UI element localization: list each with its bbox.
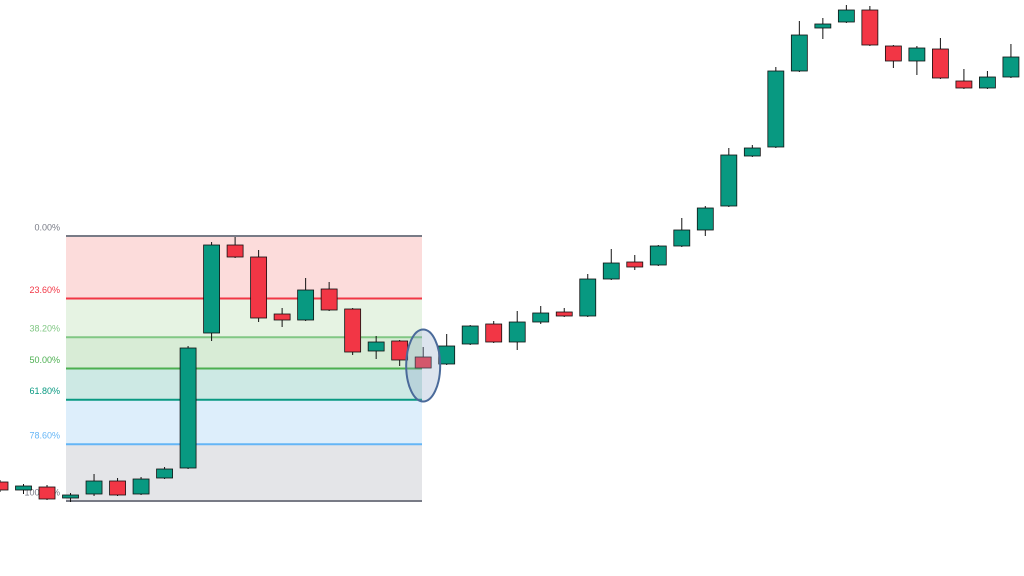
fib-band	[66, 399, 422, 445]
candle-body	[15, 485, 32, 491]
candle-body	[743, 147, 761, 157]
candle-body	[837, 9, 855, 23]
candle-body	[273, 313, 291, 321]
highlight-ellipse	[405, 328, 442, 403]
candle-body	[626, 261, 644, 268]
candle-body	[391, 340, 409, 361]
candle-body	[461, 325, 479, 345]
candle-body	[673, 229, 691, 247]
candle-body	[226, 244, 244, 258]
candle-body	[908, 47, 926, 62]
candle-body	[861, 9, 879, 46]
candle-body	[649, 245, 667, 266]
candle-body	[297, 289, 315, 321]
fib-label: 78.60%	[29, 431, 60, 441]
fib-band	[66, 337, 422, 369]
candle-body	[485, 323, 503, 343]
candle-body	[414, 356, 432, 369]
candle-body	[438, 345, 456, 365]
candle-body	[814, 23, 832, 29]
candle-body	[250, 256, 268, 319]
candle-body	[955, 80, 973, 89]
candle-body	[790, 34, 808, 72]
fib-label: 0.00%	[34, 222, 60, 232]
candle-body	[1002, 56, 1020, 78]
candle-body	[62, 494, 79, 499]
candle-body	[932, 48, 949, 79]
fib-band	[66, 298, 422, 338]
candle-body	[555, 311, 573, 317]
candle-body	[508, 321, 526, 343]
candle-body	[979, 76, 996, 89]
fib-label: 23.60%	[29, 285, 60, 295]
candle-body	[85, 480, 103, 495]
candle-body	[320, 288, 338, 311]
fib-label: 50.00%	[29, 355, 60, 365]
candle-body	[696, 207, 714, 231]
fib-bands	[66, 236, 422, 501]
candle-body	[203, 244, 220, 334]
candle-body	[884, 45, 902, 62]
candles	[0, 5, 1020, 502]
candle-body	[156, 468, 173, 479]
candle-body	[109, 480, 126, 496]
fib-band	[66, 368, 422, 400]
candle-body	[179, 347, 197, 469]
candle-body	[38, 486, 56, 500]
candle-body	[367, 341, 385, 352]
candle-body	[132, 478, 150, 495]
candle-body	[767, 70, 785, 148]
candle-body	[0, 481, 9, 491]
candle-body	[602, 262, 620, 280]
candle-body	[720, 154, 738, 207]
fib-label: 38.20%	[29, 324, 60, 334]
fib-label: 61.80%	[29, 386, 60, 396]
fib-lines: 0.00%23.60%38.20%50.00%61.80%78.60%100.0…	[24, 222, 422, 502]
overlay	[405, 328, 442, 403]
candle-body	[579, 278, 597, 317]
fib-band	[66, 236, 422, 299]
candle-body	[344, 308, 362, 353]
candle-body	[532, 312, 550, 323]
